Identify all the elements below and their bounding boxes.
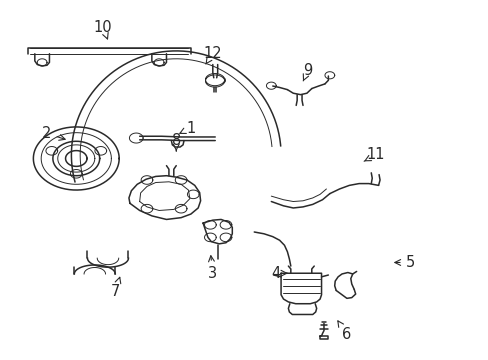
Text: 4: 4 xyxy=(271,266,286,281)
Text: 12: 12 xyxy=(203,46,222,64)
Text: 5: 5 xyxy=(394,255,414,270)
Text: 10: 10 xyxy=(94,20,112,39)
Text: 11: 11 xyxy=(364,147,385,162)
Text: 8: 8 xyxy=(171,133,181,151)
Text: 1: 1 xyxy=(180,121,195,135)
Text: 6: 6 xyxy=(337,321,351,342)
Text: 3: 3 xyxy=(208,256,217,281)
Text: 7: 7 xyxy=(110,277,121,299)
Text: 9: 9 xyxy=(303,63,312,81)
Text: 2: 2 xyxy=(42,126,65,141)
